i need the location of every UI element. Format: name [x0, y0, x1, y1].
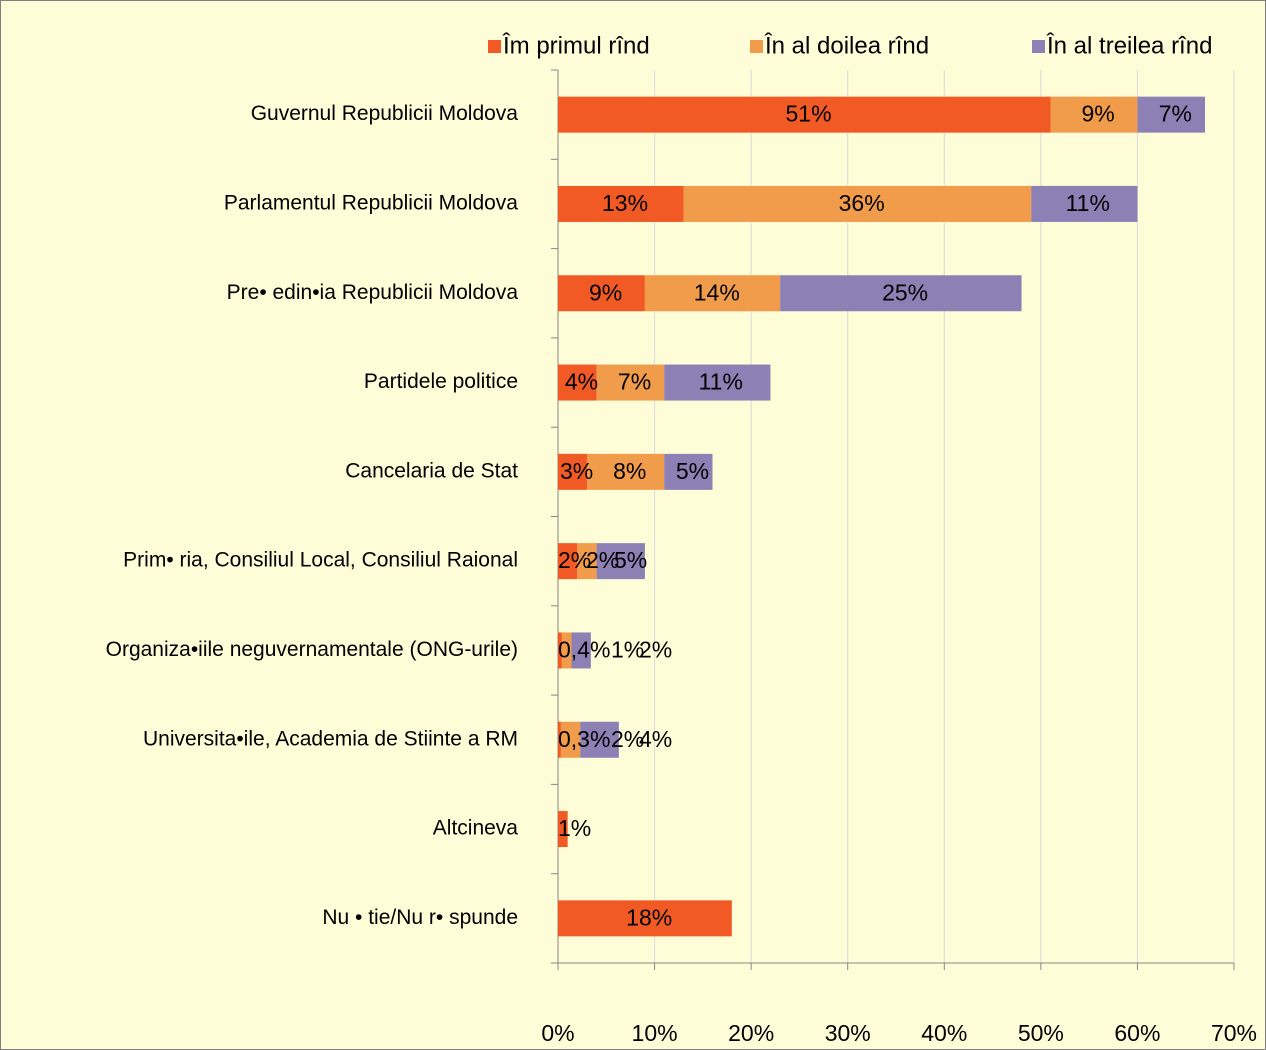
data-label: 2% [586, 547, 619, 573]
data-label: 0,3% [558, 726, 610, 752]
data-label: 7% [1159, 101, 1192, 127]
legend-label: Îm primul rînd [502, 32, 650, 59]
data-label: 14% [694, 279, 740, 305]
data-label: 51% [786, 101, 832, 127]
data-label: 36% [839, 190, 885, 216]
x-tick-label: 20% [728, 1020, 774, 1046]
legend-swatch [1032, 40, 1045, 53]
bar-segment [560, 721, 581, 758]
data-label: 3% [560, 458, 593, 484]
bar-segment [580, 721, 619, 758]
legend-label: În al doilea rînd [764, 32, 929, 59]
data-label: 9% [589, 279, 622, 305]
bar-segment [558, 364, 597, 401]
data-label: 1% [558, 815, 591, 841]
bar-segment [586, 453, 665, 490]
legend-swatch [750, 40, 763, 53]
bar-segment [596, 364, 665, 401]
legend-swatch [488, 40, 501, 53]
bar-segment [558, 96, 1051, 133]
category-label: Organiza•iile neguvernamentale (ONG-uril… [106, 638, 518, 661]
x-tick-label: 40% [921, 1020, 967, 1046]
bar-segment [780, 275, 1022, 312]
data-label: 5% [614, 547, 647, 573]
bar-segment [1137, 96, 1206, 133]
bar-segment [1031, 185, 1138, 222]
data-label: 5% [676, 458, 709, 484]
bar-segment [644, 275, 781, 312]
x-tick-label: 50% [1018, 1020, 1064, 1046]
category-label: Nu • tie/Nu r• spunde [322, 906, 518, 929]
category-label: Universita•ile, Academia de Stiinte a RM [143, 727, 518, 750]
legend-label: În al treilea rînd [1046, 32, 1212, 59]
x-tick-label: 30% [825, 1020, 871, 1046]
x-tick-label: 70% [1211, 1020, 1257, 1046]
category-label: Partidele politice [364, 370, 518, 393]
category-label: Pre• edin•ia Republicii Moldova [227, 281, 519, 304]
data-label: 25% [882, 279, 928, 305]
data-label: 9% [1081, 101, 1114, 127]
category-label: Cancelaria de Stat [345, 459, 518, 482]
bar-segment [683, 185, 1032, 222]
bar-segment [1050, 96, 1138, 133]
category-label: Prim• ria, Consiliul Local, Consiliul Ra… [123, 549, 518, 572]
x-tick-label: 60% [1114, 1020, 1160, 1046]
data-label: 18% [626, 904, 672, 930]
x-tick-label: 10% [632, 1020, 678, 1046]
bar-segment [664, 364, 771, 401]
bar-segment [571, 632, 591, 669]
data-label: 2% [639, 637, 672, 663]
data-label: 2% [558, 547, 591, 573]
category-label: Altcineva [433, 817, 519, 840]
data-label: 7% [618, 369, 651, 395]
bar-segment [561, 632, 572, 669]
bar-segment [558, 185, 684, 222]
data-label: 1% [611, 637, 644, 663]
bar-segment [558, 275, 645, 312]
data-label: 4% [639, 726, 672, 752]
data-label: 2% [611, 726, 644, 752]
bar-segment [577, 543, 597, 580]
bar-segment [664, 453, 713, 490]
bar-segment [596, 543, 645, 580]
data-label: 4% [565, 369, 598, 395]
category-label: Guvernul Republicii Moldova [251, 102, 519, 125]
data-label: 8% [613, 458, 646, 484]
data-label: 0,4% [558, 637, 610, 663]
data-label: 11% [699, 369, 743, 395]
bar-segment [558, 900, 732, 937]
bar-segment [558, 632, 562, 669]
data-label: 11% [1066, 190, 1110, 216]
category-label: Parlamentul Republicii Moldova [224, 191, 518, 214]
bar-segment [558, 721, 561, 758]
x-tick-label: 0% [541, 1020, 574, 1046]
data-label: 13% [602, 190, 648, 216]
bar-segment [558, 453, 587, 490]
bar-segment [558, 543, 578, 580]
bar-segment [558, 811, 568, 848]
